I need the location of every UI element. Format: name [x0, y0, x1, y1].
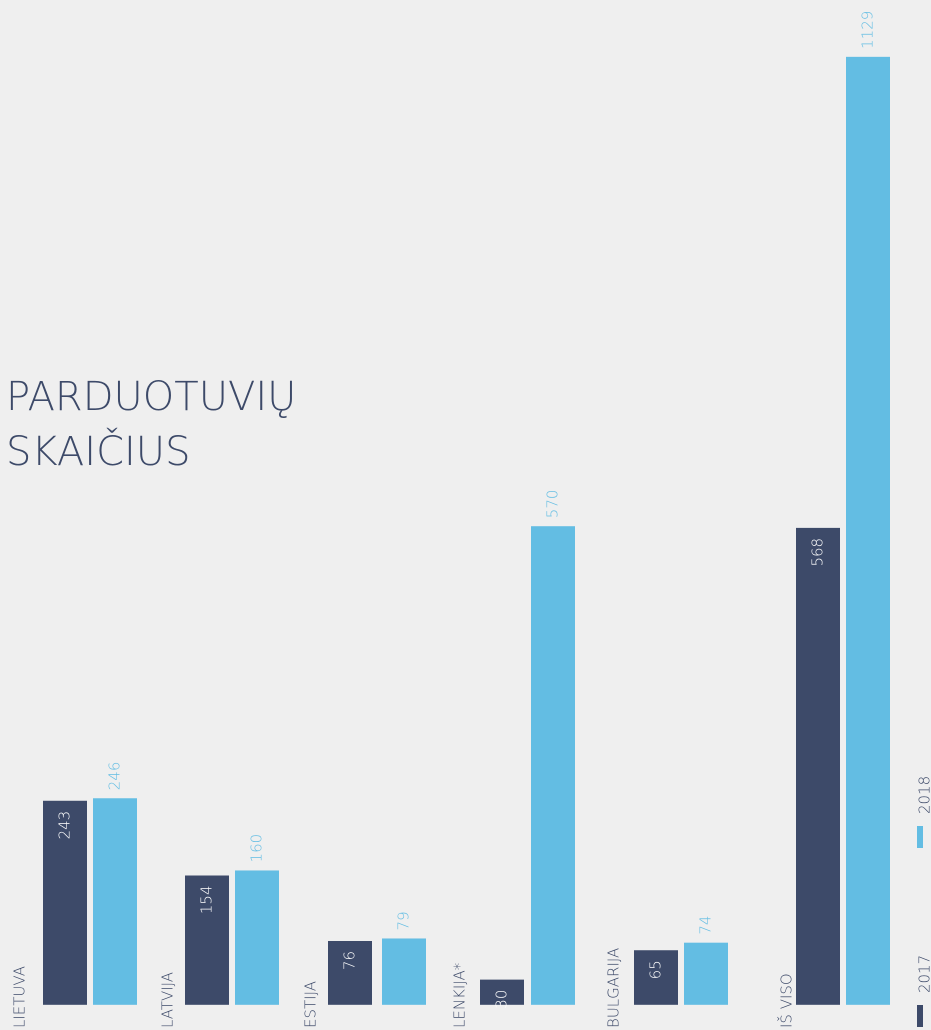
- category-label: BULGARIJA: [605, 948, 623, 1028]
- bar: [480, 979, 524, 1005]
- bar: [634, 950, 678, 1005]
- bar: [328, 940, 372, 1005]
- legend-label: 2017: [916, 955, 931, 993]
- value-label: 154: [198, 886, 216, 915]
- category-label: ESTIJA: [302, 981, 320, 1028]
- bar: [185, 875, 229, 1005]
- bar: [235, 870, 279, 1005]
- value-label: 65: [647, 960, 665, 979]
- value-label: 246: [106, 762, 124, 791]
- category-label: IŠ VISO: [777, 973, 796, 1028]
- category-label: LATVIJA: [159, 972, 177, 1028]
- value-label: 160: [248, 834, 266, 863]
- bar: [531, 526, 575, 1005]
- bar: [796, 527, 840, 1005]
- value-label: 1129: [859, 11, 877, 49]
- legend-marker: [917, 826, 923, 848]
- chart-title: SKAIČIUS: [6, 427, 190, 475]
- category-label: LENKIJA*: [451, 963, 469, 1028]
- value-label: 79: [395, 911, 413, 930]
- category-label: LIETUVA: [11, 966, 29, 1028]
- value-label: 243: [56, 811, 74, 840]
- value-label: 30: [493, 990, 511, 1009]
- bar: [684, 942, 728, 1005]
- bar: [382, 938, 426, 1005]
- legend-label: 2018: [916, 776, 931, 814]
- bar: [846, 56, 890, 1005]
- value-label: 74: [697, 916, 715, 935]
- value-label: 76: [341, 951, 359, 970]
- bar: [93, 798, 137, 1005]
- chart-title: PARDUOTUVIŲ: [6, 374, 296, 420]
- value-label: 568: [809, 538, 827, 567]
- legend-marker: [917, 1005, 923, 1027]
- value-label: 570: [544, 490, 562, 519]
- bar: [43, 800, 87, 1005]
